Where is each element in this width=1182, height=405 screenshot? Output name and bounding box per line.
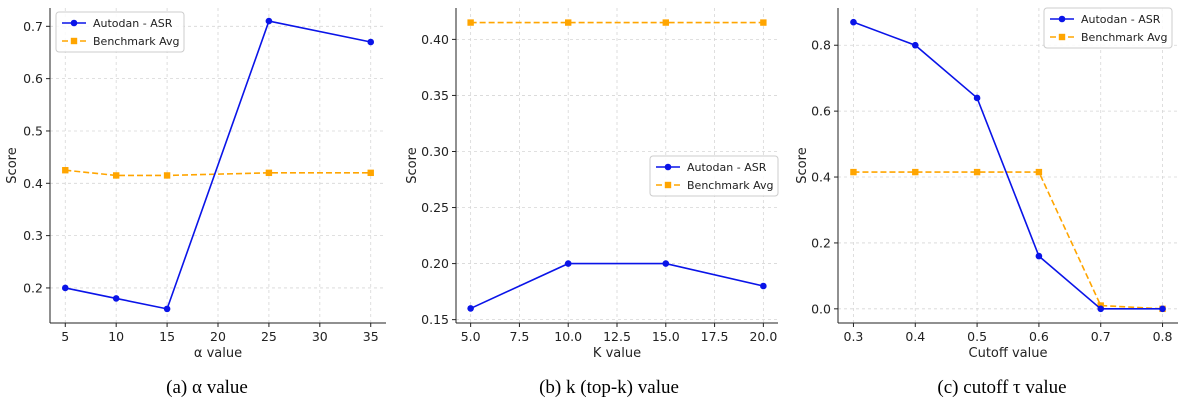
x-tick-label: 0.8 <box>1153 329 1173 344</box>
y-tick-label: 0.6 <box>23 71 43 86</box>
data-point <box>367 169 374 177</box>
x-axis-label: α value <box>194 346 242 361</box>
data-point <box>1035 252 1043 260</box>
x-tick-label: 5 <box>61 329 69 344</box>
y-tick-label: 0.35 <box>421 88 449 103</box>
y-tick-label: 0.5 <box>23 123 43 138</box>
data-point <box>973 94 981 102</box>
y-axis-label: Score <box>5 147 20 183</box>
legend-label: Benchmark Avg <box>1081 31 1168 44</box>
y-axis-label: Score <box>405 147 420 183</box>
data-point <box>973 168 981 176</box>
legend-label: Benchmark Avg <box>93 35 180 48</box>
x-tick-label: 7.5 <box>509 329 529 344</box>
y-tick-label: 0.40 <box>421 32 449 47</box>
legend-box <box>55 11 185 53</box>
y-tick-label: 0.8 <box>811 38 831 53</box>
data-point <box>112 172 120 179</box>
data-point <box>467 19 474 26</box>
panel-caption: (a) α value <box>166 377 248 398</box>
legend: Autodan - ASR Benchmark Avg <box>1043 7 1173 49</box>
y-tick-label: 0.20 <box>421 256 449 271</box>
x-axis-label: Cutoff value <box>969 346 1048 361</box>
x-tick-label: 0.7 <box>1091 329 1111 344</box>
x-tick-label: 15.0 <box>652 329 680 344</box>
x-tick-label: 20 <box>210 329 226 344</box>
data-point <box>912 168 919 176</box>
legend: Autodan - ASR Benchmark Avg <box>649 155 779 197</box>
x-tick-label: 0.4 <box>905 329 925 344</box>
y-tick-label: 0.4 <box>23 176 43 191</box>
data-point <box>565 19 572 26</box>
x-tick-label: 25 <box>261 329 277 344</box>
data-point <box>850 18 857 26</box>
x-tick-label: 10.0 <box>554 329 582 344</box>
legend-box <box>649 155 779 197</box>
data-point <box>564 260 572 267</box>
legend-label: Autodan - ASR <box>1081 13 1161 26</box>
series-line <box>853 21 1163 310</box>
data-point <box>662 260 670 267</box>
data-point <box>265 17 273 25</box>
y-tick-label: 0.2 <box>23 280 43 295</box>
x-tick-label: 5.0 <box>461 329 481 344</box>
data-point <box>367 38 375 46</box>
legend-marker <box>1058 15 1066 23</box>
data-point <box>662 19 669 26</box>
panel-caption: (b) k (top-k) value <box>539 377 679 398</box>
data-point <box>911 41 919 49</box>
y-tick-label: 0.7 <box>23 19 43 34</box>
y-axis-label: Score <box>795 147 810 183</box>
x-tick-label: 30 <box>312 329 328 344</box>
y-tick-label: 0.15 <box>421 312 449 327</box>
x-tick-label: 17.5 <box>701 329 729 344</box>
y-tick-label: 0.6 <box>811 104 831 119</box>
legend-label: Autodan - ASR <box>93 17 173 30</box>
chart-panel-1: 5 10 15 20 25 30 35 0.2 0.3 0.4 0.5 0.6 0.7 α value Sc… <box>5 8 386 398</box>
data-point <box>163 172 171 179</box>
x-tick-label: 15 <box>159 329 175 344</box>
y-tick-label: 0.3 <box>23 228 43 243</box>
data-point <box>61 284 69 292</box>
legend-marker <box>70 19 78 27</box>
data-point <box>112 295 120 302</box>
y-tick-label: 0.30 <box>421 144 449 159</box>
data-point <box>1097 305 1105 313</box>
x-tick-label: 0.6 <box>1029 329 1049 344</box>
legend-label: Benchmark Avg <box>687 179 774 192</box>
data-point <box>760 282 767 290</box>
legend: Autodan - ASR Benchmark Avg <box>55 11 185 53</box>
data-point <box>1035 168 1043 176</box>
x-tick-label: 0.3 <box>844 329 864 344</box>
data-point <box>760 19 767 26</box>
legend-box <box>1043 7 1173 49</box>
legend-label: Autodan - ASR <box>687 161 767 174</box>
chart-panel-2: 5.0 7.5 10.0 12.5 15.0 17.5 20.0 0.15 0.20 0.25 0.… <box>405 8 779 398</box>
x-tick-label: 10 <box>108 329 124 344</box>
data-point <box>265 169 273 177</box>
data-point <box>163 305 171 313</box>
x-tick-label: 20.0 <box>749 329 777 344</box>
legend-marker <box>70 37 78 45</box>
y-tick-label: 0.25 <box>421 200 449 215</box>
x-tick-label: 35 <box>363 329 379 344</box>
x-tick-label: 12.5 <box>603 329 631 344</box>
legend-marker <box>1058 33 1066 41</box>
data-point <box>62 167 69 174</box>
y-tick-label: 0.2 <box>811 235 831 250</box>
legend-marker <box>664 181 672 189</box>
panel-caption: (c) cutoff τ value <box>937 377 1066 398</box>
data-point <box>1159 305 1166 313</box>
y-tick-label: 0.0 <box>811 301 831 316</box>
x-tick-label: 0.5 <box>967 329 987 344</box>
series-line <box>853 171 1163 310</box>
chart-panel-3: 0.3 0.4 0.5 0.6 0.7 0.8 0.0 0.2 0.4 0.6 0.8 Cutoff … <box>795 7 1178 398</box>
legend-marker <box>664 163 672 171</box>
x-axis-label: K value <box>593 346 641 361</box>
y-tick-label: 0.4 <box>811 170 831 185</box>
data-point <box>467 305 474 312</box>
data-point <box>850 168 857 176</box>
series-line <box>470 262 764 310</box>
